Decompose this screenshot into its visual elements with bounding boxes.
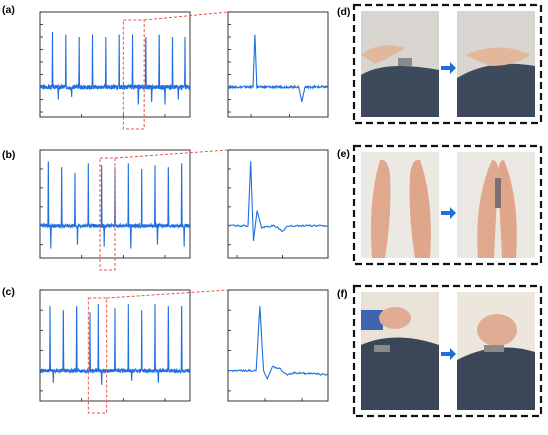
photo-panel-d: (d)	[337, 5, 541, 123]
fist-icon	[477, 314, 517, 346]
panel-label-f: (f)	[337, 288, 348, 300]
sensor-icon	[495, 178, 501, 208]
chart-b-zoom	[228, 150, 328, 258]
chart-c-zoom	[228, 290, 328, 401]
plot-frame	[228, 12, 328, 117]
panel-label-b: (b)	[2, 149, 15, 161]
panel-label-e: (e)	[337, 148, 350, 160]
photo-panel-e: (e)	[337, 146, 541, 264]
signal-trace	[228, 35, 328, 103]
jeans-icon	[457, 348, 535, 411]
signal-trace	[228, 161, 328, 241]
panel-label-a: (a)	[2, 4, 15, 16]
arrow-right-icon	[441, 348, 456, 360]
zoom-window-box	[88, 298, 106, 413]
zoom-connector-line	[107, 290, 228, 298]
chart-b-main	[40, 150, 190, 270]
arrow-right-icon	[441, 207, 456, 219]
sensor-icon	[484, 345, 504, 352]
plot-frame	[228, 150, 328, 258]
zoom-links	[107, 12, 228, 298]
chart-c-main	[40, 290, 190, 413]
chart-a-zoom	[228, 12, 328, 117]
zoom-window-box	[123, 20, 144, 129]
plot-frame	[228, 290, 328, 401]
zoom-connector-line	[115, 150, 228, 158]
sensor-icon	[374, 345, 390, 352]
signal-trace	[40, 304, 190, 385]
fist-icon	[379, 307, 411, 329]
arrow-right-icon	[441, 62, 456, 74]
chart-a-main	[40, 12, 190, 129]
signal-trace	[40, 32, 190, 105]
signal-trace	[228, 306, 328, 379]
jeans-icon	[361, 338, 439, 411]
zoom-connector-line	[144, 12, 228, 20]
panel-label-d: (d)	[337, 6, 350, 18]
plot-frame	[40, 12, 190, 117]
photo-panel-f: (f)	[337, 286, 541, 416]
sensor-icon	[398, 58, 412, 66]
panel-label-c: (c)	[2, 286, 15, 298]
jeans-icon	[361, 66, 439, 117]
